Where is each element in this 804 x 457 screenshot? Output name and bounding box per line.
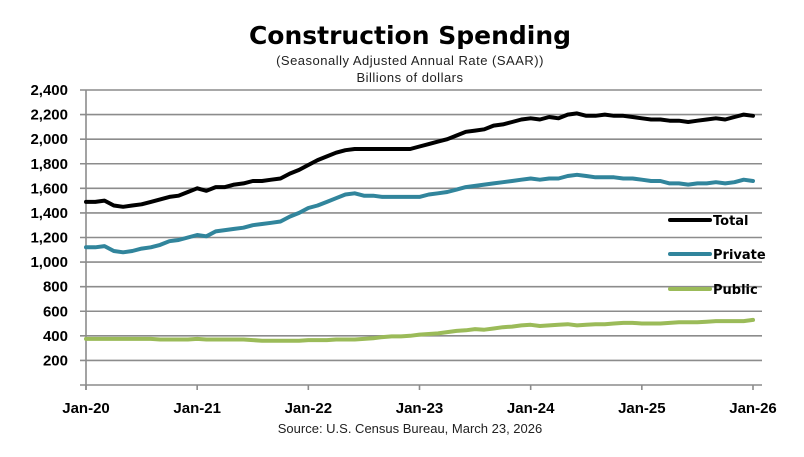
- y-tick-label: 200: [43, 352, 68, 369]
- y-tick-label: 1,800: [30, 156, 68, 173]
- y-tick-label: 800: [43, 279, 68, 296]
- x-tick-label: Jan-20: [62, 400, 110, 417]
- y-tick-label: 2,200: [30, 107, 68, 124]
- y-tick-label: 2,000: [30, 131, 68, 148]
- y-tick-label: 1,600: [30, 180, 68, 197]
- y-tick-label: 1,200: [30, 230, 68, 247]
- source-note: Source: U.S. Census Bureau, March 23, 20…: [278, 421, 542, 436]
- x-tick-label: Jan-24: [507, 400, 555, 417]
- y-unit-label: Billions of dollars: [356, 70, 463, 85]
- legend-label-private: Private: [713, 248, 766, 263]
- x-tick-label: Jan-26: [729, 400, 777, 417]
- x-tick-label: Jan-21: [173, 400, 221, 417]
- y-tick-label: 600: [43, 303, 68, 320]
- y-tick-label: 400: [43, 328, 68, 345]
- x-tick-label: Jan-25: [618, 400, 666, 417]
- chart-title: Construction Spending: [249, 21, 571, 50]
- legend-label-total: Total: [713, 214, 749, 229]
- series-line-public: [84, 317, 755, 343]
- y-tick-label: 2,400: [30, 82, 68, 99]
- series-line-total: [84, 111, 755, 209]
- chart-subtitle: (Seasonally Adjusted Annual Rate (SAAR)): [276, 53, 544, 68]
- x-tick-label: Jan-23: [396, 400, 444, 417]
- x-tick-label: Jan-22: [285, 400, 333, 417]
- y-tick-label: 1,400: [30, 205, 68, 222]
- series-line-private: [84, 172, 755, 255]
- y-tick-label: 1,000: [30, 254, 68, 271]
- legend-label-public: Public: [713, 283, 758, 298]
